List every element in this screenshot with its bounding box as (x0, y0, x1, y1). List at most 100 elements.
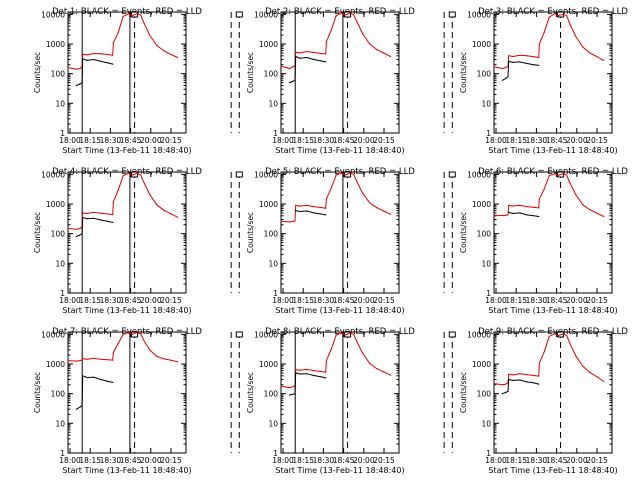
data-point (501, 67, 503, 70)
data-point (526, 374, 528, 376)
data-point (505, 67, 507, 69)
y-tick-label: 10000 (467, 170, 491, 179)
data-point (313, 370, 315, 372)
time-marker-box (235, 171, 243, 178)
data-point (140, 174, 142, 176)
data-point (390, 374, 392, 376)
y-tick-label: 1 (273, 129, 278, 138)
data-point (330, 29, 332, 31)
data-point (117, 31, 119, 33)
panel-det-1: Det 1: BLACK = Events, RED = LLD 1 10 100 10… (33, 7, 243, 155)
data-point (288, 82, 290, 84)
data-point (526, 62, 528, 65)
data-point (149, 34, 151, 36)
x-tick-label: 18:15 (292, 456, 314, 465)
data-point (131, 333, 133, 335)
data-point (335, 334, 337, 336)
data-point (306, 204, 308, 206)
data-point (548, 175, 550, 177)
data-point (100, 358, 102, 360)
data-point (93, 376, 95, 378)
data-point (493, 214, 495, 216)
y-tick-label: 1 (486, 289, 491, 298)
y-tick-label: 1 (273, 289, 278, 298)
data-point (320, 213, 322, 215)
time-marker-box (448, 171, 456, 178)
data-point (362, 192, 364, 194)
data-point (131, 174, 133, 176)
data-point (538, 362, 541, 364)
data-point (330, 187, 332, 189)
data-point (294, 79, 296, 81)
x-axis-label: Start Time (13-Feb-11 18:48:40) (275, 146, 404, 155)
data-point (170, 213, 172, 215)
data-point (93, 217, 95, 219)
data-point (349, 172, 351, 174)
data-point (177, 361, 179, 363)
data-point (533, 374, 535, 377)
lld-series (493, 13, 604, 69)
y-tick-label: 1000 (259, 360, 278, 369)
x-tick-label: 18:45 (333, 296, 355, 305)
data-point (75, 360, 77, 362)
x-tick-label: 18:15 (505, 456, 527, 465)
data-point (100, 53, 102, 55)
data-point (508, 211, 510, 213)
data-point (306, 373, 308, 375)
data-point (81, 404, 83, 407)
data-point (538, 43, 541, 45)
data-point (589, 52, 591, 54)
data-point (554, 173, 556, 175)
data-point (330, 348, 332, 350)
data-point (344, 14, 346, 16)
y-tick-label: 10 (481, 419, 491, 428)
x-tick-label: 18:30 (313, 456, 335, 465)
y-tick-label: 1 (60, 129, 65, 138)
data-point (288, 221, 290, 223)
data-point (575, 35, 577, 38)
time-marker-box (235, 331, 243, 338)
x-axis-label: Start Time (13-Feb-11 18:48:40) (488, 146, 617, 155)
data-point (582, 46, 584, 48)
x-tick-label: 20:00 (353, 296, 375, 305)
panel-title: Det 7: BLACK = Events, RED = LLD (52, 327, 202, 337)
time-marker-box (235, 11, 243, 18)
data-point (390, 55, 392, 58)
data-point (538, 215, 540, 218)
data-point (320, 206, 322, 209)
panel-det-9: Det 9: BLACK = Events, RED = LLD 1 10 100 10… (459, 327, 628, 475)
panel-det-4: Det 4: BLACK = Events, RED = LLD 1 10 100 10… (33, 167, 243, 315)
data-point (538, 56, 540, 59)
data-point (566, 15, 568, 17)
data-point (313, 58, 315, 61)
y-axis-label: Counts/sec (459, 52, 468, 93)
data-point (554, 333, 556, 335)
data-point (341, 332, 343, 334)
panel-det-2: Det 2: BLACK = Events, RED = LLD 1 10 100 10… (246, 7, 456, 155)
data-point (325, 214, 327, 216)
events-series (508, 211, 539, 217)
y-tick-label: 1000 (259, 200, 278, 209)
data-point (306, 368, 308, 370)
plot-frame (280, 331, 400, 454)
y-tick-label: 1000 (472, 40, 491, 49)
data-point (295, 369, 297, 371)
data-point (299, 57, 301, 59)
x-tick-label: 18:15 (505, 296, 527, 305)
panel-title: Det 8: BLACK = Events, RED = LLD (265, 327, 415, 337)
data-point (163, 50, 165, 52)
data-point (86, 54, 88, 56)
x-tick-label: 18:45 (120, 456, 142, 465)
data-point (543, 351, 545, 353)
data-point (569, 182, 571, 184)
data-point (100, 219, 102, 221)
data-point (81, 359, 83, 361)
data-point (79, 67, 81, 70)
data-point (149, 349, 151, 351)
y-tick-label: 1000 (46, 40, 65, 49)
lld-series (280, 332, 391, 389)
y-tick-label: 1 (486, 449, 491, 458)
data-point (519, 61, 521, 63)
data-point (501, 384, 503, 386)
panel-title: Det 9: BLACK = Events, RED = LLD (478, 327, 628, 337)
